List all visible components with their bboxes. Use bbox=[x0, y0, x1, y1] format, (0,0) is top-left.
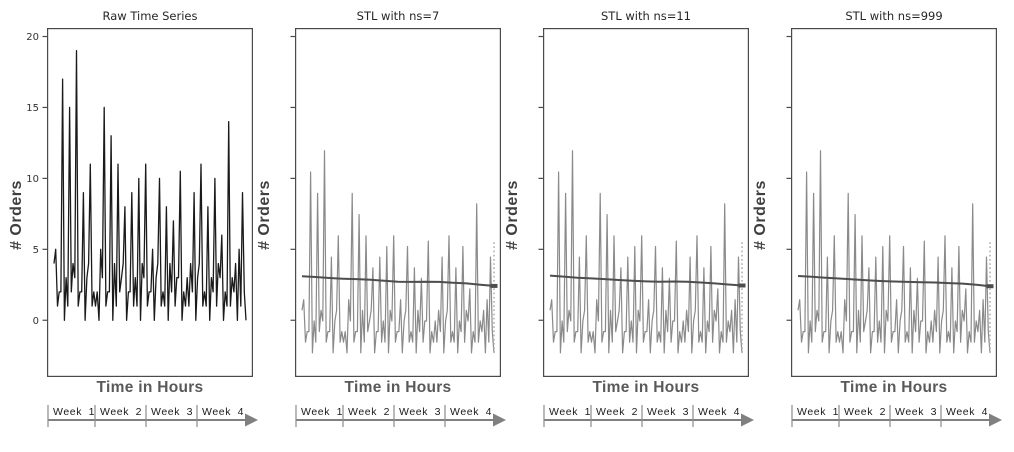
week-axis: Week 1 Week 2 Week 3 Week 4 bbox=[295, 405, 506, 427]
arrow-right-icon bbox=[741, 413, 754, 427]
plot-area: # Orders bbox=[501, 28, 750, 377]
figure: Raw Time Series # Orders 0 5 10 15 20 Time i… bbox=[5, 6, 1002, 434]
week-label: Week 2 bbox=[100, 406, 142, 418]
y-tick-label: 0 bbox=[33, 316, 39, 327]
plot-area: # Orders bbox=[749, 28, 998, 377]
week-axis: Week 1 Week 2 Week 3 Week 4 bbox=[543, 405, 754, 427]
y-tick-label: 15 bbox=[26, 103, 39, 114]
week-label: Week 2 bbox=[844, 406, 886, 418]
week-label: Week 1 bbox=[797, 406, 839, 418]
week-label: Week 3 bbox=[647, 406, 689, 418]
arrow-right-icon bbox=[989, 413, 1002, 427]
raw-time-series-plot: # Orders 0 5 10 15 20 bbox=[8, 28, 254, 377]
panel-raw-time-series: Raw Time Series # Orders 0 5 10 15 20 Time i… bbox=[5, 6, 258, 434]
chart-title: STL with ns=999 bbox=[845, 9, 943, 23]
chart-title: STL with ns=7 bbox=[356, 9, 440, 23]
trend-series bbox=[301, 275, 495, 287]
panel-stl-ns7: STL with ns=7 # Orders Time in Hours Wee… bbox=[253, 6, 506, 434]
trend-end-marker bbox=[490, 283, 498, 288]
week-label: Week 1 bbox=[53, 406, 95, 418]
plot-frame bbox=[543, 28, 750, 377]
week-label: Week 4 bbox=[450, 406, 492, 418]
chart-title: STL with ns=11 bbox=[601, 9, 691, 23]
plot-area: # Orders bbox=[253, 28, 502, 377]
week-label: Week 4 bbox=[946, 406, 988, 418]
week-label: Week 4 bbox=[202, 406, 244, 418]
week-axis: Week 1 Week 2 Week 3 Week 4 bbox=[47, 405, 258, 427]
stl-ns999-plot: # Orders bbox=[752, 28, 998, 377]
week-axis: Week 1 Week 2 Week 3 Week 4 bbox=[791, 405, 1002, 427]
seasonal-plus-remainder-series bbox=[797, 150, 991, 354]
week-label: Week 3 bbox=[895, 406, 937, 418]
arrow-right-icon bbox=[245, 413, 258, 427]
week-label: Week 3 bbox=[399, 406, 441, 418]
week-label: Week 1 bbox=[301, 406, 343, 418]
y-tick-label: 20 bbox=[26, 32, 39, 43]
chart-title: Raw Time Series bbox=[102, 9, 198, 23]
week-label: Week 4 bbox=[698, 406, 740, 418]
trend-end-marker bbox=[986, 284, 994, 289]
week-label: Week 1 bbox=[549, 406, 591, 418]
y-tick-label: 5 bbox=[33, 245, 39, 256]
plot-area: # Orders 0 5 10 15 20 bbox=[5, 28, 254, 377]
y-axis-label: # Orders bbox=[752, 180, 769, 250]
x-axis-label: Time in Hours bbox=[592, 379, 700, 396]
week-label: Week 2 bbox=[348, 406, 390, 418]
seasonal-plus-remainder-series bbox=[301, 150, 495, 354]
arrow-right-icon bbox=[493, 413, 506, 427]
trend-end-marker bbox=[738, 283, 746, 288]
x-axis-label: Time in Hours bbox=[96, 379, 204, 396]
y-axis-label: # Orders bbox=[8, 180, 25, 250]
plot-frame bbox=[47, 28, 254, 377]
seasonal-plus-remainder-series bbox=[549, 150, 743, 354]
trend-series bbox=[797, 275, 991, 288]
trend-series bbox=[549, 274, 743, 287]
stl-ns7-plot: # Orders bbox=[256, 28, 502, 377]
plot-frame bbox=[791, 28, 998, 377]
stl-ns11-plot: # Orders bbox=[504, 28, 750, 377]
raw-series bbox=[53, 50, 247, 321]
y-axis-label: # Orders bbox=[256, 180, 273, 250]
week-label: Week 3 bbox=[151, 406, 193, 418]
x-axis-label: Time in Hours bbox=[840, 379, 948, 396]
week-label: Week 2 bbox=[596, 406, 638, 418]
y-tick-label: 10 bbox=[26, 174, 39, 185]
panel-stl-ns999: STL with ns=999 # Orders Time in Hours W… bbox=[749, 6, 1002, 434]
plot-frame bbox=[295, 28, 502, 377]
y-axis-label: # Orders bbox=[504, 180, 521, 250]
x-axis-label: Time in Hours bbox=[344, 379, 452, 396]
panel-stl-ns11: STL with ns=11 # Orders Time in Hours We… bbox=[501, 6, 754, 434]
